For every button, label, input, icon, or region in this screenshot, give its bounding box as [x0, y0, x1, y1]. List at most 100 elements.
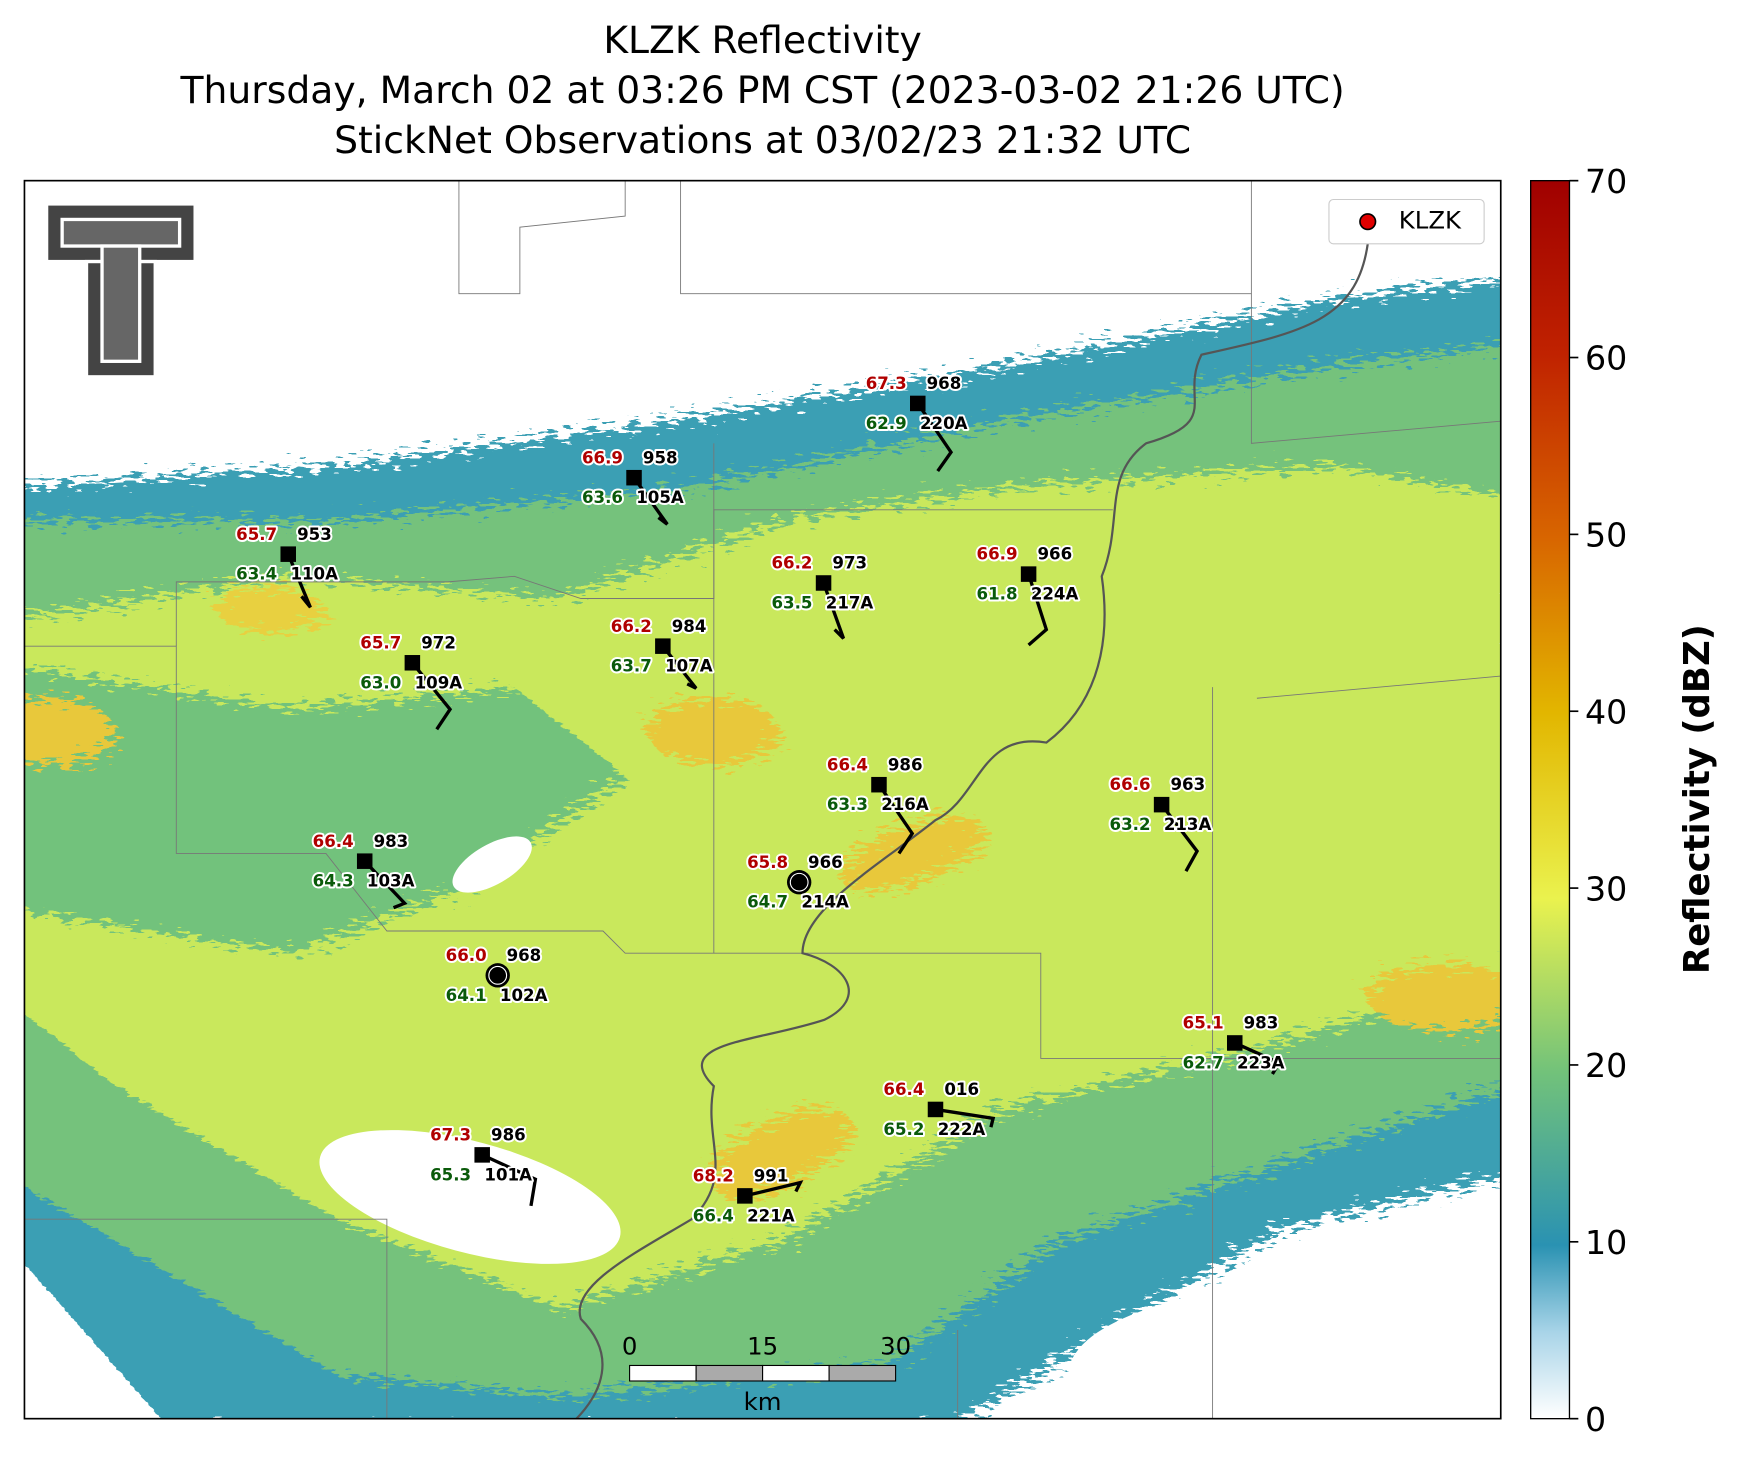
temperature: 66.9	[582, 448, 623, 467]
temperature: 66.6	[1110, 775, 1151, 794]
wind-barb	[916, 402, 954, 473]
temperature: 65.7	[236, 525, 277, 544]
temperature: 65.7	[360, 633, 401, 652]
station-id: 213A	[1164, 815, 1212, 834]
station: 66.2 973 63.5 217A	[770, 552, 875, 640]
title-line: Thursday, March 02 at 03:26 PM CST (2023…	[180, 68, 1345, 112]
dewpoint: 64.1	[446, 986, 487, 1005]
colorbar-tick-label: 50	[1585, 516, 1627, 555]
station-marker	[280, 546, 296, 562]
echo-gap	[1068, 1285, 1501, 1419]
station: 65.1 983 62.7 223A	[1181, 1012, 1287, 1075]
calm-ring	[488, 965, 508, 985]
scale-unit: km	[744, 1387, 782, 1416]
dewpoint: 63.3	[827, 795, 868, 814]
temperature: 67.3	[430, 1125, 471, 1144]
dewpoint: 65.3	[430, 1165, 471, 1184]
station-id: 214A	[801, 893, 849, 912]
station: 65.7 972 63.0 109A	[358, 631, 464, 731]
scale-segment	[629, 1364, 697, 1382]
dewpoint: 63.4	[236, 565, 277, 584]
temperature: 65.1	[1183, 1014, 1224, 1033]
scale-segment	[695, 1364, 764, 1382]
scale-bar: 0 15 30 km	[622, 1331, 911, 1415]
colorbar-axis: 0 10 20 30 40 50 60 70	[1569, 162, 1627, 1439]
station-marker	[815, 575, 832, 591]
colorbar-tick-label: 0	[1585, 1400, 1606, 1439]
colorbar-tick-label: 70	[1585, 162, 1627, 201]
wind-barb	[411, 661, 453, 731]
echo-heavy	[1367, 964, 1501, 1031]
dewpoint: 63.5	[771, 593, 812, 612]
echo-heavy	[708, 1108, 853, 1198]
station-marker	[626, 469, 642, 486]
legend-marker	[1359, 213, 1377, 231]
echo-moderate	[24, 465, 1501, 1308]
wind-barb	[1027, 573, 1049, 647]
station-marker	[1226, 1035, 1243, 1051]
wind-barb	[877, 783, 915, 855]
scale-segment	[762, 1364, 830, 1382]
station-id: 223A	[1237, 1053, 1285, 1072]
pressure: 968	[507, 946, 542, 965]
pressure: 953	[297, 525, 332, 544]
station: 66.2 984 63.7 107A	[609, 615, 715, 690]
pressure: 963	[1170, 775, 1205, 794]
station-marker	[655, 638, 671, 654]
colorbar-label: Reflectivity (dBZ)	[1677, 624, 1718, 974]
map-frame	[23, 179, 1502, 1420]
wind-barb	[1160, 803, 1200, 872]
logo	[44, 202, 197, 379]
legend-box	[1328, 198, 1485, 245]
dewpoint: 63.0	[360, 673, 401, 692]
dewpoint: 62.9	[866, 414, 907, 433]
pressure: 966	[808, 853, 843, 872]
wind-barb	[632, 476, 669, 526]
echo-gap	[319, 1130, 621, 1264]
wind-barb	[286, 553, 312, 609]
legend: KLZK	[1328, 198, 1485, 245]
station: 66.9 966 61.8 224A	[975, 543, 1080, 647]
calm-ring	[789, 872, 809, 892]
station-marker	[356, 853, 373, 869]
radar-map: 67.3 968 62.9 220A 66.9 958 63.6 105A 65.7 953 63.…	[24, 180, 1501, 1419]
station: 66.4 016 65.2 222A	[881, 1078, 996, 1141]
wind-barb	[363, 860, 408, 910]
station: 66.4 983 64.3 103A	[311, 830, 417, 910]
dewpoint: 65.2	[883, 1120, 924, 1139]
wind-barb	[481, 1153, 538, 1207]
temperature: 65.8	[747, 853, 788, 872]
station-marker	[404, 655, 421, 671]
pressure: 973	[832, 554, 867, 573]
station-id: 110A	[290, 565, 338, 584]
pressure: 958	[643, 448, 678, 467]
echo-heavy	[24, 698, 116, 765]
colorbar-tick-label: 20	[1585, 1046, 1627, 1085]
station-id: 221A	[747, 1206, 795, 1225]
legend-label: KLZK	[1399, 205, 1462, 234]
river	[574, 243, 1369, 1419]
station: 65.8 966 64.7 214A	[745, 851, 851, 914]
station-id: 109A	[415, 673, 463, 692]
colorbar-tick-label: 40	[1585, 692, 1627, 731]
station-id: 220A	[920, 414, 968, 433]
station-id: 101A	[484, 1165, 532, 1184]
station: 66.9 958 63.6 105A	[580, 446, 686, 526]
station-marker	[1020, 566, 1037, 582]
station: 66.6 963 63.2 213A	[1108, 773, 1213, 872]
pressure: 968	[927, 374, 962, 393]
title-line: KLZK Reflectivity	[603, 18, 922, 62]
dewpoint: 66.4	[693, 1206, 734, 1225]
echo-heavy	[215, 587, 326, 632]
wind-barb	[821, 582, 846, 640]
station: 67.3 968 62.9 220A	[864, 372, 970, 473]
dewpoint: 64.3	[313, 872, 354, 891]
temperature: 66.4	[313, 832, 354, 851]
station-id: 217A	[826, 593, 874, 612]
pressure: 966	[1037, 545, 1072, 564]
colorbar	[1530, 179, 1571, 1420]
station: 65.7 953 63.4 110A	[234, 523, 340, 609]
station: 66.4 986 63.3 216A	[825, 753, 931, 855]
scale-tick-label: 30	[880, 1331, 911, 1360]
station: 67.3 986 65.3 101A	[428, 1124, 538, 1207]
